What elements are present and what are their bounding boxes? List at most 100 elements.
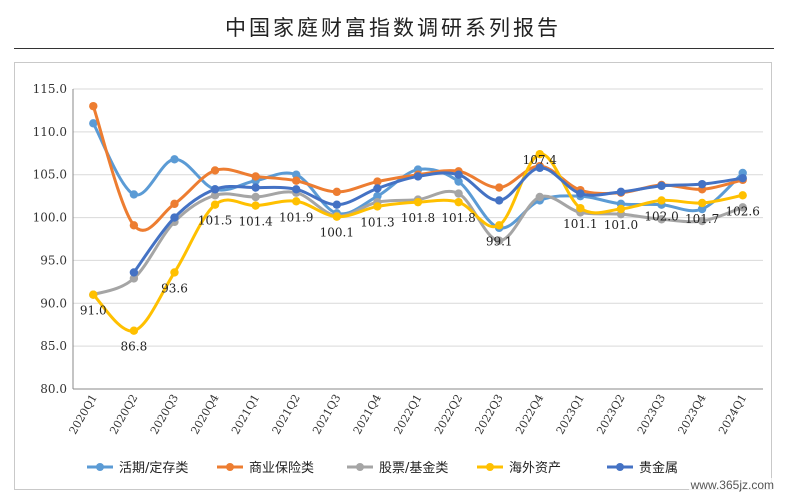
- data-point: [454, 170, 463, 179]
- data-point: [332, 212, 342, 221]
- data-label: 107.4: [523, 153, 558, 167]
- data-point: [454, 197, 463, 207]
- data-point: [576, 203, 585, 213]
- data-point: [494, 183, 504, 192]
- legend-label: 海外资产: [509, 461, 561, 476]
- legend-swatch-marker: [226, 463, 234, 471]
- data-point: [210, 185, 220, 194]
- data-point: [697, 198, 707, 208]
- data-point: [494, 196, 504, 205]
- header-divider: [14, 48, 774, 49]
- data-point: [616, 204, 626, 214]
- data-point: [332, 187, 342, 197]
- x-tick-label: 2021Q1: [229, 392, 262, 437]
- data-label: 101.9: [279, 210, 313, 224]
- data-point: [738, 173, 747, 183]
- legend-label: 股票/基金类: [379, 460, 448, 476]
- data-label: 101.8: [441, 211, 475, 225]
- data-point: [89, 101, 98, 111]
- watermark-text: www.365jz.com: [688, 478, 776, 492]
- data-point: [413, 197, 423, 207]
- x-tick-label: 2020Q1: [67, 392, 100, 437]
- data-point: [373, 191, 382, 201]
- data-label: 101.0: [604, 218, 638, 232]
- data-label: 101.3: [360, 215, 394, 229]
- data-point: [170, 268, 179, 277]
- x-tick-label: 2022Q1: [391, 392, 424, 437]
- data-point: [170, 213, 179, 222]
- data-point: [454, 177, 463, 186]
- data-point: [657, 181, 666, 191]
- data-point: [494, 221, 504, 230]
- data-label: 102.6: [726, 204, 760, 218]
- series-line-5: [132, 166, 745, 274]
- legend-swatch-marker: [616, 463, 624, 471]
- data-point: [697, 204, 707, 214]
- data-point: [413, 172, 423, 181]
- legend-swatch-marker: [96, 463, 104, 471]
- x-tick-label: 2023Q3: [635, 392, 668, 437]
- data-point: [332, 200, 342, 209]
- data-label: 101.5: [198, 214, 232, 228]
- data-point: [738, 203, 747, 212]
- y-tick-label: 100.0: [33, 211, 67, 225]
- data-point: [697, 179, 707, 189]
- data-point: [535, 149, 544, 159]
- data-label: 101.1: [563, 217, 597, 231]
- x-tick-label: 2020Q3: [148, 392, 181, 437]
- data-point: [170, 155, 179, 164]
- page-title: 中国家庭财富指数调研系列报告: [225, 16, 561, 40]
- y-tick-label: 105.0: [33, 168, 67, 182]
- x-tick-label: 2023Q2: [594, 392, 627, 437]
- data-point: [129, 190, 139, 199]
- legend-swatch-marker: [356, 463, 364, 471]
- y-tick-label: 115.0: [33, 82, 67, 96]
- legend-swatch-marker: [486, 463, 494, 471]
- x-tick-label: 2021Q3: [310, 392, 343, 437]
- x-tick-label: 2020Q2: [107, 392, 140, 437]
- data-point: [210, 166, 220, 175]
- data-point: [129, 274, 139, 283]
- x-tick-label: 2021Q2: [270, 392, 303, 437]
- data-point: [454, 189, 463, 198]
- line-chart: 80.0 85.0 90.0 95.0 100.0 105.0 110.0 115.0 2020…: [33, 82, 763, 476]
- x-tick-label: 2023Q1: [554, 392, 587, 437]
- y-tick-label: 90.0: [40, 296, 67, 310]
- legend-label: 贵金属: [639, 460, 678, 476]
- data-point: [576, 189, 585, 198]
- data-label: 91.0: [80, 304, 107, 318]
- data-label: 86.8: [121, 340, 148, 354]
- legend-label: 商业保险类: [249, 461, 314, 476]
- data-point: [697, 216, 707, 226]
- legend-label: 活期/定存类: [119, 461, 188, 476]
- y-tick-label: 95.0: [40, 253, 67, 267]
- data-point: [129, 326, 139, 335]
- chart-panel: 80.0 85.0 90.0 95.0 100.0 105.0 110.0 115.0 2020…: [14, 62, 772, 490]
- data-point: [535, 192, 544, 202]
- data-point: [657, 215, 666, 224]
- data-point: [210, 200, 220, 209]
- data-point: [210, 191, 220, 200]
- data-point: [292, 185, 301, 194]
- data-point: [373, 184, 382, 193]
- data-label: 100.1: [320, 226, 354, 240]
- x-tick-label: 2024Q1: [716, 392, 749, 437]
- data-point: [535, 163, 544, 173]
- y-tick-label: 110.0: [33, 125, 67, 139]
- x-tick-label: 2022Q4: [513, 392, 546, 437]
- data-point: [251, 172, 260, 181]
- data-point: [373, 177, 382, 186]
- x-tick-label: 2021Q4: [351, 392, 384, 437]
- data-point: [89, 119, 98, 128]
- data-label: 101.7: [685, 212, 719, 226]
- x-tick-label: 2023Q4: [675, 392, 708, 437]
- data-point: [494, 236, 504, 245]
- data-point: [292, 197, 301, 206]
- data-point: [251, 201, 260, 210]
- data-point: [251, 183, 260, 192]
- data-point: [373, 202, 382, 211]
- data-point: [616, 187, 626, 197]
- data-point: [129, 268, 139, 277]
- data-point: [170, 199, 179, 209]
- data-label: 101.4: [238, 215, 273, 229]
